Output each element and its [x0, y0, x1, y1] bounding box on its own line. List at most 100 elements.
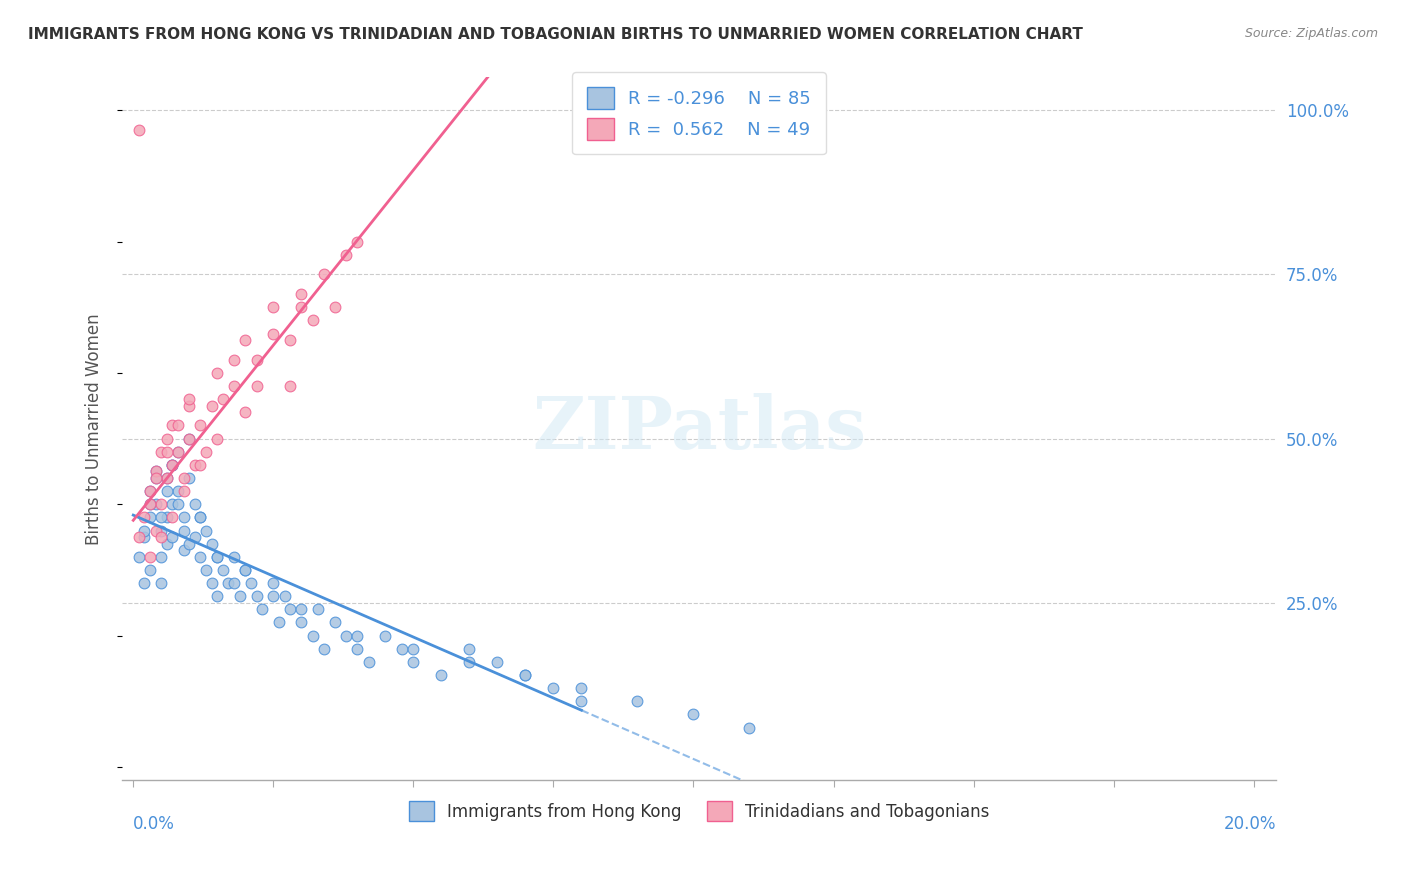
Point [184, 530, 207, 544]
Point [195, 563, 218, 577]
Text: 0.0%: 0.0% [134, 815, 176, 833]
Point [346, 235, 368, 249]
Point [145, 465, 167, 479]
Point [391, 641, 413, 656]
Point [262, 576, 284, 591]
Point [139, 497, 162, 511]
Point [134, 530, 156, 544]
Point [167, 484, 190, 499]
Point [162, 458, 184, 472]
Point [179, 536, 201, 550]
Point [173, 524, 195, 538]
Point [738, 721, 761, 735]
Point [218, 576, 240, 591]
Point [179, 471, 201, 485]
Point [301, 629, 323, 643]
Point [173, 484, 195, 499]
Point [262, 326, 284, 341]
Point [262, 589, 284, 603]
Point [156, 444, 179, 458]
Point [190, 510, 212, 524]
Point [278, 333, 301, 347]
Point [515, 668, 537, 682]
Point [167, 497, 190, 511]
Point [195, 524, 218, 538]
Point [139, 484, 162, 499]
Point [190, 510, 212, 524]
Point [156, 432, 179, 446]
Point [278, 379, 301, 393]
Point [239, 576, 262, 591]
Point [262, 300, 284, 314]
Point [290, 615, 312, 630]
Point [156, 471, 179, 485]
Point [156, 536, 179, 550]
Point [139, 484, 162, 499]
Point [571, 681, 593, 695]
Point [162, 530, 184, 544]
Point [156, 510, 179, 524]
Point [139, 549, 162, 564]
Point [179, 392, 201, 407]
Text: Source: ZipAtlas.com: Source: ZipAtlas.com [1244, 27, 1378, 40]
Point [245, 589, 267, 603]
Point [162, 497, 184, 511]
Point [173, 543, 195, 558]
Text: IMMIGRANTS FROM HONG KONG VS TRINIDADIAN AND TOBAGONIAN BIRTHS TO UNMARRIED WOME: IMMIGRANTS FROM HONG KONG VS TRINIDADIAN… [28, 27, 1083, 42]
Point [626, 694, 648, 708]
Point [145, 497, 167, 511]
Point [145, 465, 167, 479]
Point [267, 615, 290, 630]
Point [374, 629, 396, 643]
Point [312, 268, 335, 282]
Point [323, 615, 346, 630]
Point [307, 602, 329, 616]
Point [233, 333, 256, 347]
Point [486, 655, 509, 669]
Point [173, 510, 195, 524]
Point [458, 655, 481, 669]
Point [167, 444, 190, 458]
Point [458, 641, 481, 656]
Point [515, 668, 537, 682]
Point [250, 602, 273, 616]
Point [150, 444, 173, 458]
Point [201, 536, 224, 550]
Point [190, 418, 212, 433]
Point [150, 530, 173, 544]
Point [335, 248, 357, 262]
Point [134, 524, 156, 538]
Point [139, 497, 162, 511]
Point [346, 629, 368, 643]
Point [323, 300, 346, 314]
Point [134, 576, 156, 591]
Point [150, 576, 173, 591]
Point [402, 655, 425, 669]
Point [190, 458, 212, 472]
Point [145, 524, 167, 538]
Point [212, 392, 235, 407]
Point [150, 497, 173, 511]
Point [162, 510, 184, 524]
Point [201, 399, 224, 413]
Point [290, 602, 312, 616]
Point [233, 563, 256, 577]
Point [167, 418, 190, 433]
Point [190, 549, 212, 564]
Point [245, 379, 267, 393]
Point [150, 524, 173, 538]
Point [150, 510, 173, 524]
Point [207, 432, 229, 446]
Point [228, 589, 250, 603]
Point [207, 366, 229, 380]
Point [346, 641, 368, 656]
Point [233, 563, 256, 577]
Point [150, 549, 173, 564]
Point [162, 458, 184, 472]
Point [201, 576, 224, 591]
Point [207, 549, 229, 564]
Point [145, 471, 167, 485]
Point [156, 484, 179, 499]
Point [245, 352, 267, 367]
Point [278, 602, 301, 616]
